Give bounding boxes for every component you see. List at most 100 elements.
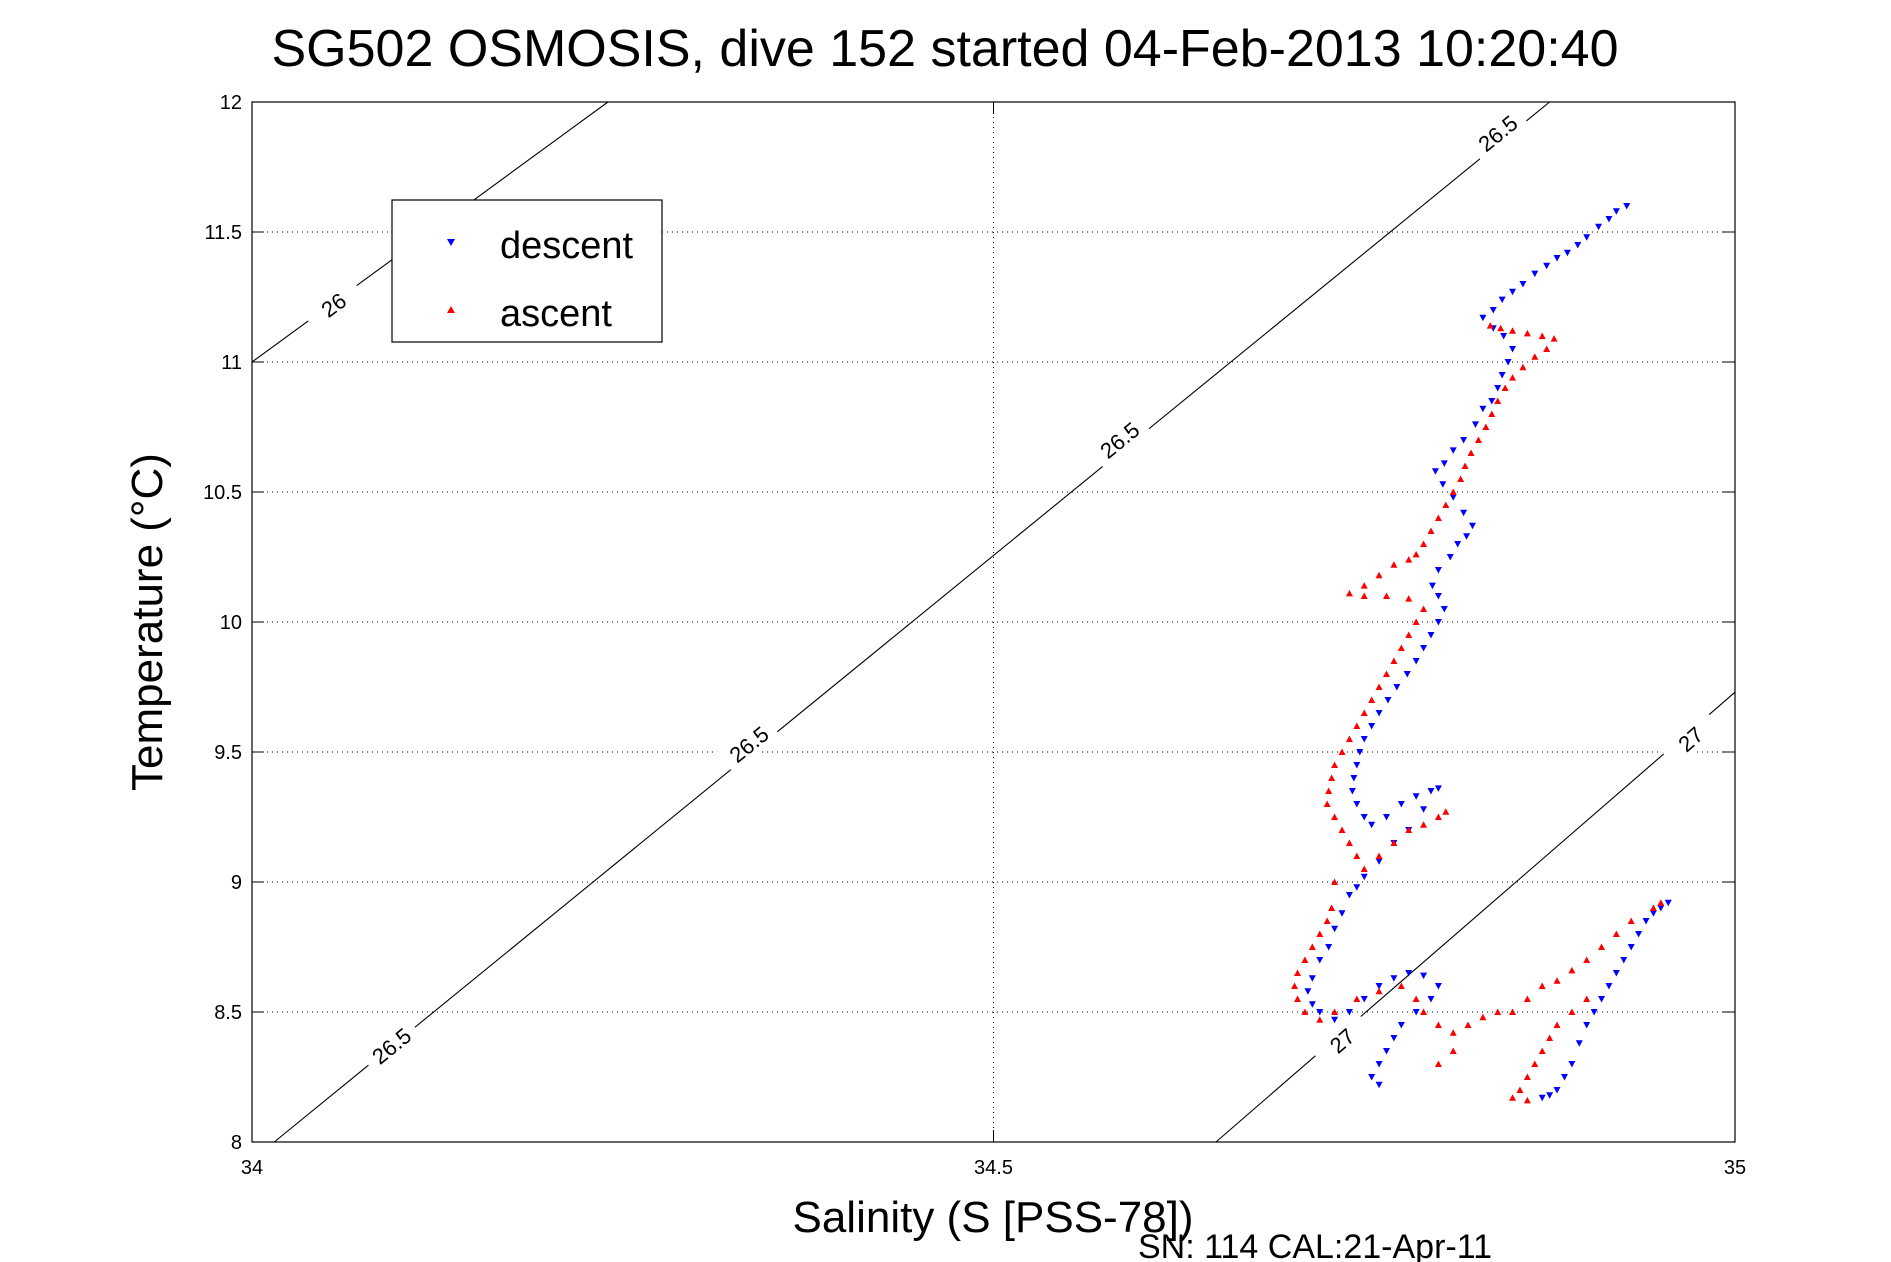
density-contour-line (1215, 691, 1736, 1143)
y-tick-label: 9.5 (214, 742, 242, 764)
ascent-point (1467, 449, 1475, 456)
ascent-point (1323, 800, 1331, 807)
ascent-point (1338, 826, 1346, 833)
ascent-point (1442, 808, 1450, 815)
descent-point (1479, 314, 1487, 322)
y-axis-label: Temperature (°C) (123, 453, 172, 791)
ascent-point (1627, 917, 1635, 924)
ascent-point (1523, 995, 1531, 1002)
y-tick-label: 12 (220, 92, 242, 114)
y-tick-label: 10 (220, 612, 242, 634)
ascent-point (1434, 1060, 1442, 1067)
descent-point (1498, 372, 1506, 379)
descent-point (1489, 307, 1497, 314)
descent-point (1538, 1094, 1546, 1102)
descent-point (1431, 468, 1439, 475)
ascent-point (1345, 735, 1353, 742)
descent-point (1427, 996, 1435, 1003)
descent-point (1568, 1061, 1576, 1068)
x-tick-label: 34 (241, 1157, 263, 1179)
descent-point (1479, 405, 1487, 413)
descent-point (1627, 944, 1635, 951)
ascent-point (1523, 1073, 1531, 1080)
y-tick-label: 11.5 (205, 222, 242, 244)
ascent-point (1538, 1047, 1546, 1054)
descent-point (1460, 437, 1468, 444)
descent-point (1590, 1009, 1598, 1016)
ascent-point (1331, 761, 1339, 768)
contour-label-background (1658, 708, 1723, 770)
ascent-point (1553, 1021, 1561, 1028)
ascent-point (1382, 670, 1390, 677)
ascent-point (1420, 605, 1428, 612)
descent-point (1420, 806, 1428, 813)
descent-point (1427, 788, 1435, 795)
ascent-point (1308, 943, 1316, 950)
descent-point (1420, 972, 1428, 980)
descent-point (1382, 1048, 1390, 1055)
descent-point (1434, 785, 1442, 792)
descent-point (1348, 788, 1356, 795)
descent-point (1543, 262, 1551, 270)
descent-point (1325, 944, 1333, 951)
ascent-point (1568, 966, 1576, 974)
descent-point (1469, 522, 1477, 530)
ascent-point (1519, 363, 1527, 371)
contour-label-background (359, 1015, 424, 1076)
descent-point (1657, 905, 1665, 912)
descent-point (1500, 333, 1508, 340)
descent-point (1504, 359, 1512, 366)
ascent-point (1449, 488, 1457, 495)
descent-point (1403, 671, 1411, 678)
ascent-point (1360, 709, 1368, 716)
legend-box (391, 199, 663, 343)
descent-point (1304, 988, 1312, 995)
ascent-point (1353, 852, 1361, 859)
ascent-point (1405, 631, 1413, 638)
ascent-point (1301, 1008, 1309, 1015)
contour-label-background (1465, 103, 1530, 164)
descent-point (1316, 957, 1324, 964)
descent-point (1375, 1061, 1383, 1068)
descent-point (1331, 925, 1339, 933)
contour-label-background (301, 275, 367, 334)
ascent-point (1553, 977, 1561, 984)
ascent-point (1509, 374, 1517, 381)
ascent-point (1375, 571, 1383, 579)
ascent-point (1323, 917, 1331, 924)
ascent-point (1583, 956, 1591, 963)
descent-point (1331, 1016, 1339, 1024)
descent-point (1360, 814, 1368, 821)
descent-point (1397, 801, 1405, 808)
descent-point (1360, 996, 1368, 1003)
ascent-point (1568, 1008, 1576, 1015)
ascent-point (1405, 556, 1413, 563)
contour-label-background (1087, 410, 1152, 470)
ascent-point (1434, 514, 1442, 521)
descent-point (1350, 775, 1358, 782)
descent-point (1360, 873, 1368, 881)
ascent-point (1328, 904, 1336, 911)
descent-point (1368, 1074, 1376, 1081)
ascent-point (1449, 1047, 1457, 1054)
descent-point (1583, 234, 1591, 241)
descent-point (1574, 242, 1582, 249)
ascent-point (1598, 943, 1606, 950)
descent-point (1434, 983, 1442, 990)
ascent-point (1497, 324, 1505, 332)
legend-descent-label: descent (500, 225, 634, 267)
ascent-point (1325, 787, 1333, 794)
descent-point (1612, 970, 1620, 977)
y-tick-label: 9 (231, 872, 242, 894)
descent-point (1338, 910, 1346, 917)
ascent-point (1509, 1008, 1517, 1015)
descent-point (1605, 216, 1613, 223)
ascent-point (1494, 1008, 1502, 1015)
ascent-point (1479, 1013, 1487, 1021)
y-tick-label: 8.5 (214, 1002, 242, 1024)
ascent-point (1420, 1008, 1428, 1015)
descent-point (1553, 1087, 1561, 1094)
descent-point (1353, 762, 1361, 769)
data-points (1291, 203, 1672, 1104)
